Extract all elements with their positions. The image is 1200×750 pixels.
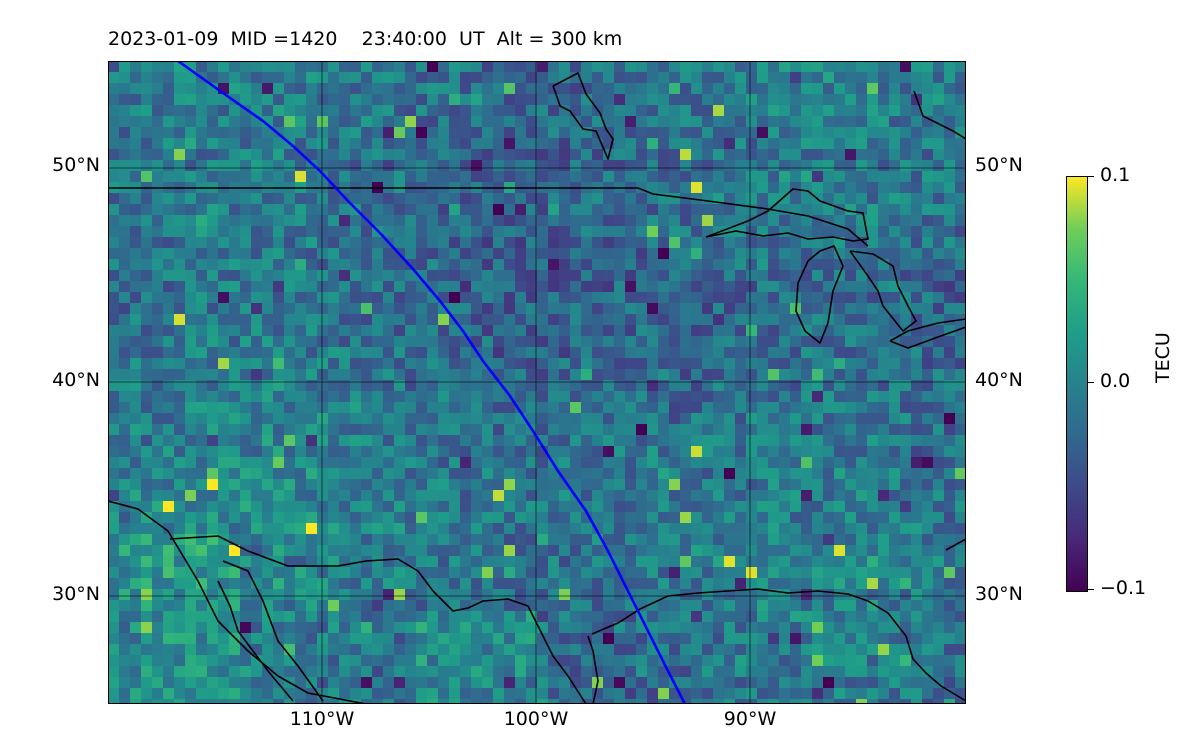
lat-tick-left-40n: 40°N [52, 369, 100, 391]
us-mexico-border [169, 535, 587, 704]
lat-tick-right-50n: 50°N [975, 154, 1023, 176]
colorbar-tick-mid [1087, 382, 1094, 383]
lake-huron [849, 250, 917, 332]
title-mid: MID =1420 [230, 28, 338, 50]
colorbar-label-max: 0.1 [1100, 163, 1131, 186]
satellite-track-line [177, 61, 687, 704]
colorbar [1066, 176, 1088, 592]
lon-tick-110w: 110°W [289, 708, 355, 730]
title-altitude: Alt = 300 km [496, 28, 623, 50]
lake-erie-ontario [889, 318, 966, 349]
lat-tick-left-30n: 30°N [52, 583, 100, 605]
lat-tick-right-30n: 30°N [975, 583, 1023, 605]
map-canvas [108, 61, 966, 704]
lat-tick-left-50n: 50°N [52, 154, 100, 176]
colorbar-label-zero: 0.0 [1100, 369, 1131, 392]
colorbar-tick-bottom [1087, 589, 1094, 590]
lon-tick-90w: 90°W [723, 708, 777, 730]
lake-michigan [795, 245, 844, 344]
lake-superior [705, 188, 869, 242]
gulf-of-california [222, 560, 324, 702]
mexico-gulf-coast [587, 635, 599, 704]
canada-shore [913, 90, 966, 140]
florida-atlantic-coast [945, 538, 966, 551]
colorbar-label-min: −0.1 [1100, 576, 1147, 599]
tec-cells [108, 61, 966, 704]
coastlines-and-borders [108, 72, 966, 704]
lon-tick-100w: 100°W [503, 708, 569, 730]
hudson-bay-island [552, 72, 614, 160]
title-date: 2023-01-09 [108, 28, 219, 50]
colorbar-unit-label: TECU [1152, 332, 1174, 383]
lat-tick-right-40n: 40°N [975, 369, 1023, 391]
baja-california [217, 580, 294, 702]
us-canada-border [108, 187, 869, 247]
colorbar-tick-top [1087, 176, 1094, 177]
mexico-pacific-coast [108, 500, 367, 704]
figure-title: 2023-01-09 MID =1420 23:40:00 UT Alt = 3… [108, 28, 622, 50]
tec-map [108, 61, 966, 704]
title-time: 23:40:00 UT [361, 28, 485, 50]
gulf-coast [591, 588, 966, 702]
map-gridlines [108, 61, 966, 704]
